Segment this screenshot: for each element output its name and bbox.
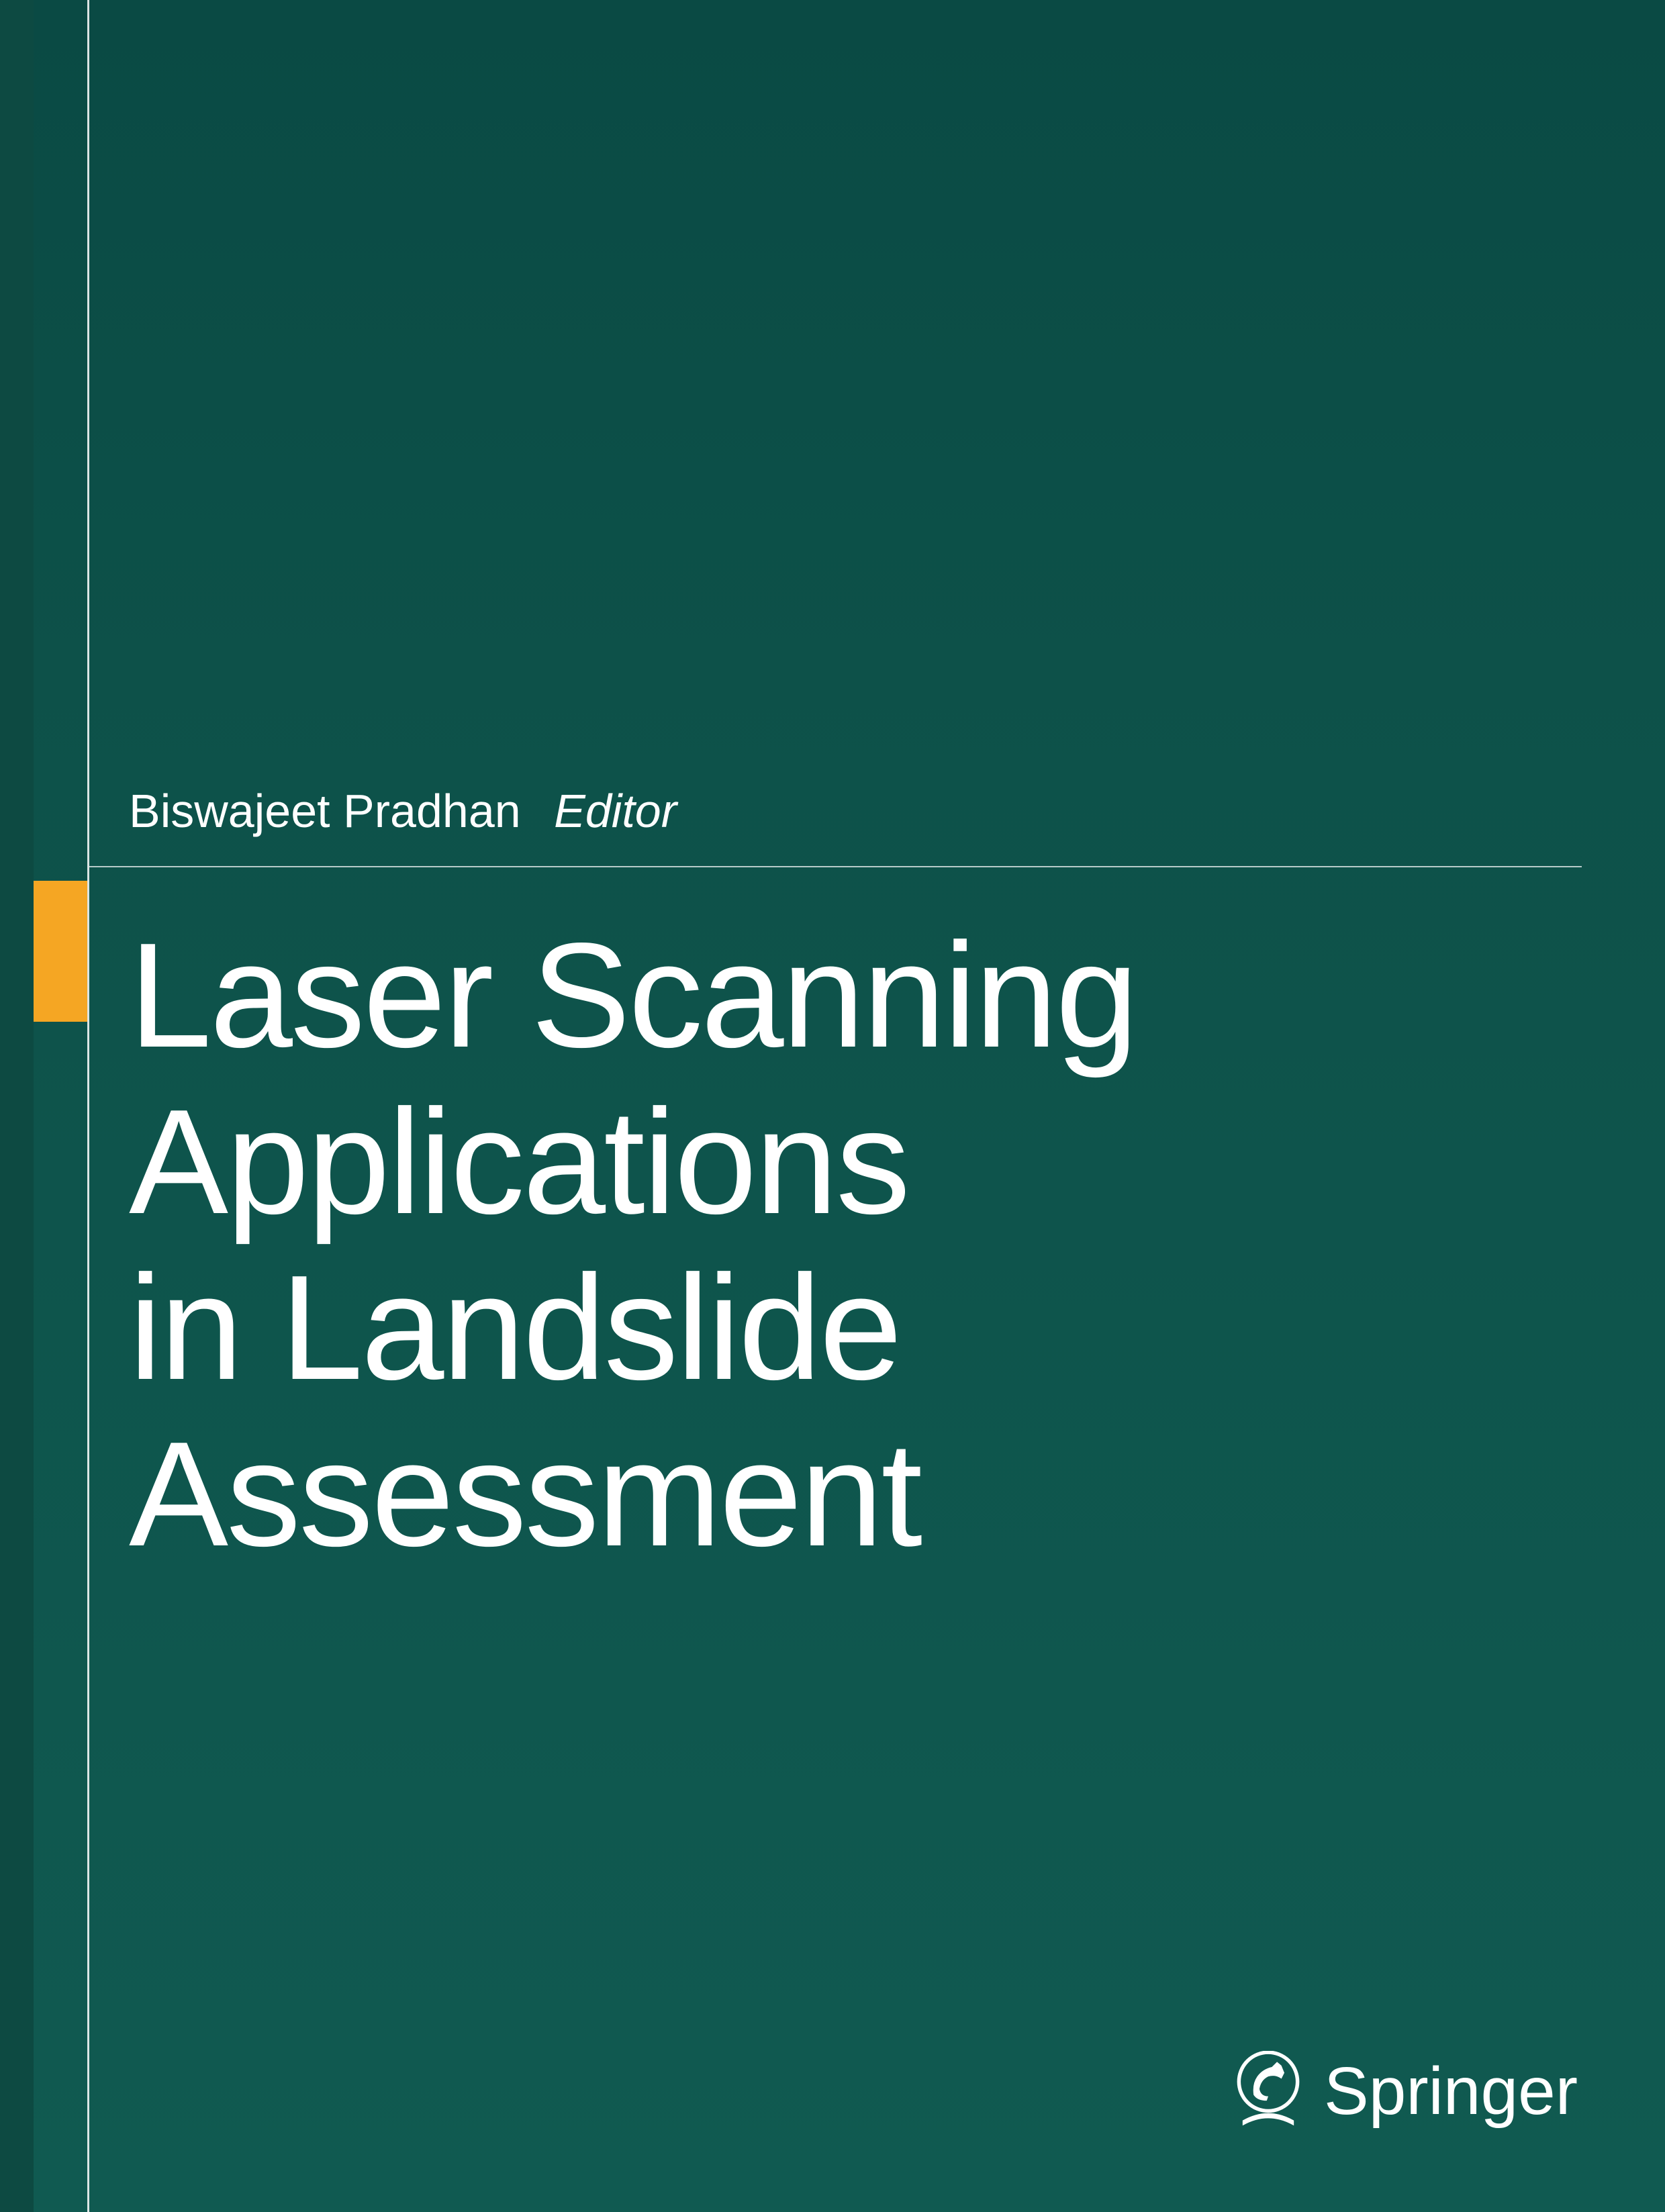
book-cover: Biswajeet Pradhan Editor Laser Scanning … (0, 0, 1665, 2212)
vertical-line (87, 0, 89, 2212)
author-line: Biswajeet Pradhan Editor (129, 784, 677, 838)
publisher-block: Springer (1231, 2051, 1578, 2131)
publisher-name: Springer (1324, 2053, 1578, 2130)
title-line-4: Assessment (129, 1412, 1137, 1578)
horizontal-rule (89, 866, 1582, 867)
springer-horse-icon (1231, 2051, 1305, 2131)
left-stripe (0, 0, 34, 2212)
book-title: Laser Scanning Applications in Landslide… (129, 913, 1137, 1578)
title-line-3: in Landslide (129, 1245, 1137, 1412)
author-role: Editor (554, 785, 677, 837)
author-name: Biswajeet Pradhan (129, 785, 521, 837)
accent-bar (34, 881, 87, 1022)
title-line-1: Laser Scanning (129, 913, 1137, 1079)
title-line-2: Applications (129, 1079, 1137, 1246)
